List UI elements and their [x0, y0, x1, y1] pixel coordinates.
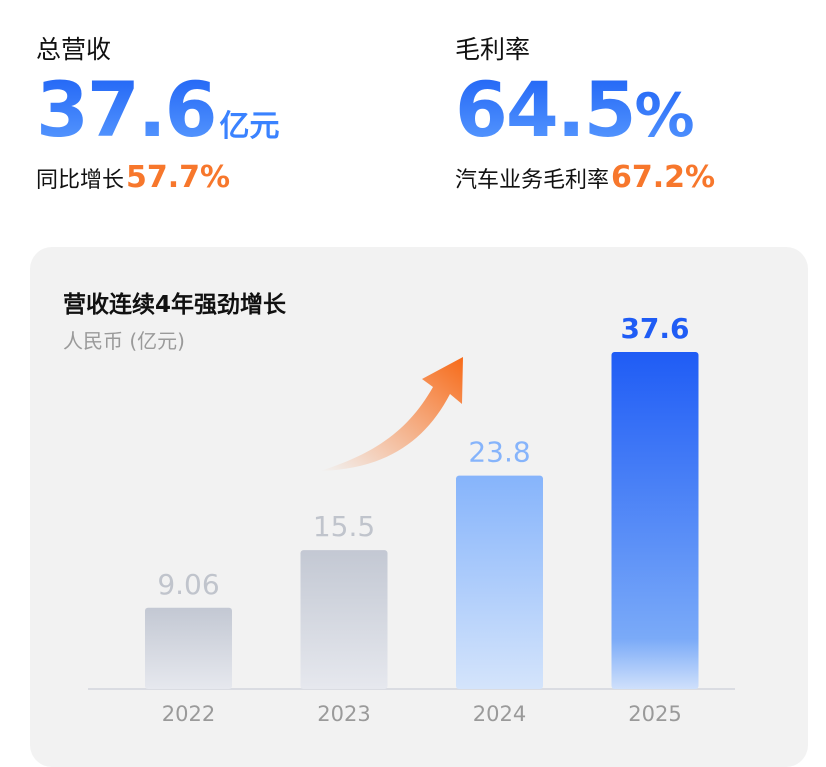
bar-2024 [456, 475, 543, 689]
chart-title: 营收连续4年强劲增长 [63, 292, 287, 318]
kpi-gross-margin: 毛利率 64.5% 汽车业务毛利率 67.2% [455, 30, 715, 195]
revenue-chart-card: 营收连续4年强劲增长 人民币 (亿元) 9.06 2022 15.5 2023 23.8… [30, 247, 808, 767]
data-label: 9.06 [157, 568, 219, 601]
x-tick-label: 2022 [162, 702, 215, 726]
kpi-sub-value: 67.2% [611, 160, 716, 195]
kpi-sub-label: 同比增长 [36, 168, 125, 193]
kpi-label: 总营收 [36, 35, 112, 64]
kpi-sub-value: 57.7% [126, 160, 231, 195]
kpi-value: 64.5 [455, 65, 637, 154]
kpi-sub-label: 汽车业务毛利率 [455, 168, 610, 193]
bar-2022 [145, 607, 232, 689]
bar-chart: 9.06 2022 15.5 2023 23.8 2024 37.6 2025 [88, 312, 735, 726]
trend-arrow [320, 357, 463, 471]
kpi-value: 37.6 [36, 65, 218, 154]
data-label: 15.5 [313, 510, 375, 543]
x-tick-label: 2024 [473, 702, 526, 726]
kpi-unit: 亿元 [219, 109, 280, 144]
kpi-unit: % [635, 76, 695, 156]
bar-2025 [611, 352, 699, 689]
chart-unit-label: 人民币 (亿元) [63, 329, 185, 353]
x-tick-label: 2023 [317, 702, 370, 726]
data-label: 37.6 [620, 312, 689, 345]
x-tick-label: 2025 [628, 702, 681, 726]
data-label: 23.8 [468, 436, 530, 469]
kpi-label: 毛利率 [455, 35, 531, 64]
kpi-revenue: 总营收 37.6 亿元 同比增长 57.7% [36, 30, 280, 195]
bar-2023 [300, 550, 388, 689]
